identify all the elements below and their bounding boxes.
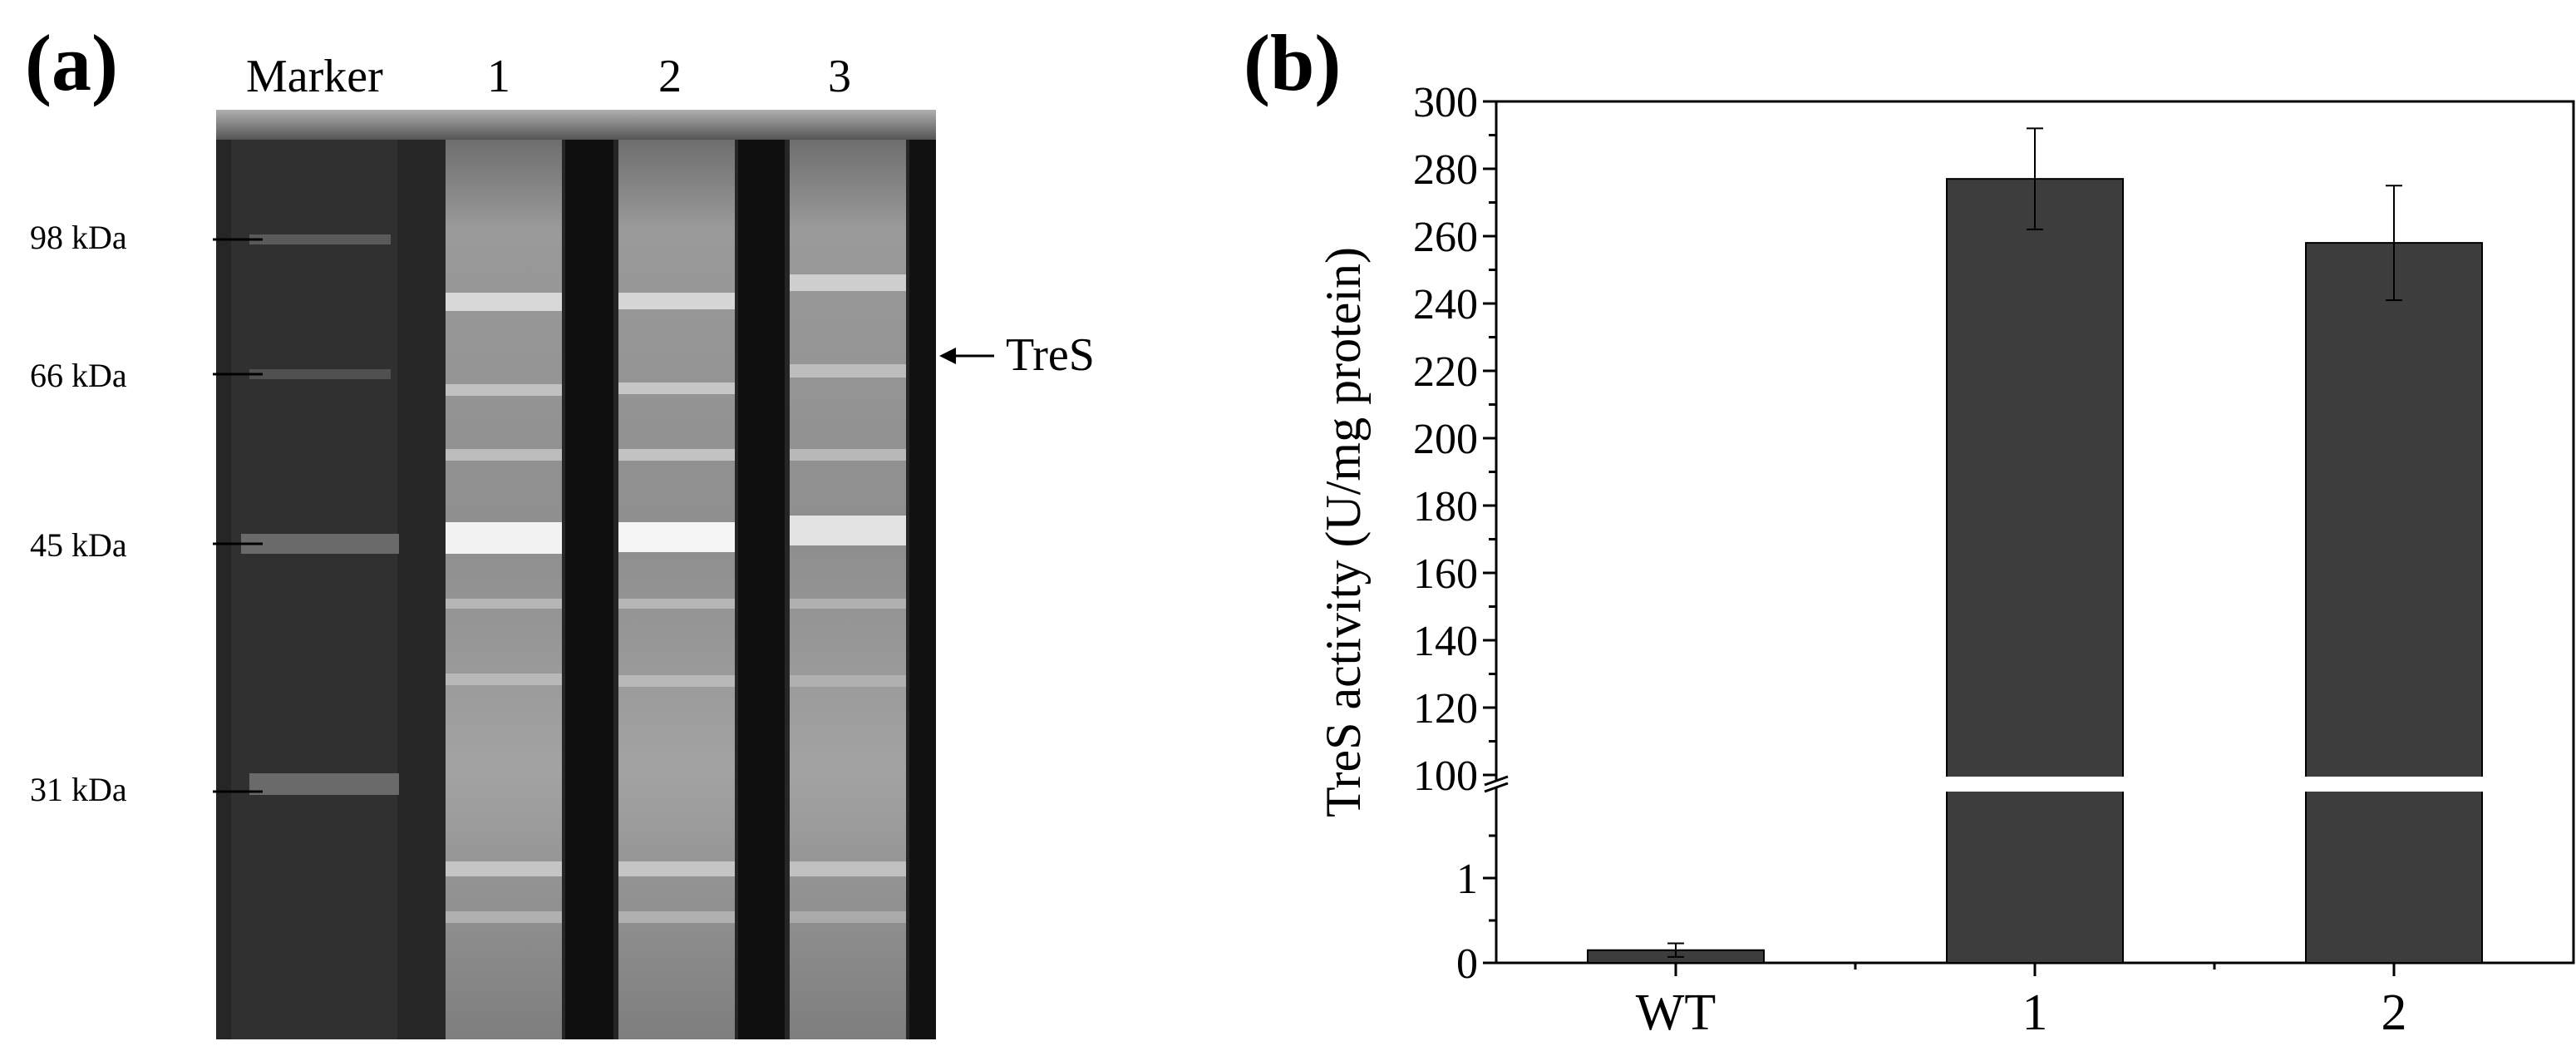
- tres-arrow: [939, 348, 994, 364]
- y-axis-break-mark: [1484, 775, 1509, 787]
- mw-label-45: 45 kDa: [30, 526, 127, 564]
- marker-band: [249, 234, 391, 244]
- mw-label-98: 98 kDa: [30, 219, 127, 256]
- y-tick-label: 100: [1413, 753, 1478, 800]
- lane-separator: [738, 140, 785, 1039]
- bar-1: [1946, 178, 2124, 964]
- y-tick-label: 160: [1413, 550, 1478, 598]
- marker-band: [249, 773, 399, 795]
- bar-chart: 100 120 140 160 180 200 220 240 260 280 300 0 1 WT 1 2 T…: [1316, 79, 2575, 1041]
- y-tick-label: 240: [1413, 281, 1478, 328]
- gel-panel: (a) Marker 1 2 3 98 kDa 66 kDa 45 kDa 31…: [0, 0, 1197, 1056]
- y-tick-label: 280: [1413, 146, 1478, 194]
- y-tick-label: 220: [1413, 348, 1478, 396]
- lane-label-3: 3: [828, 51, 851, 102]
- axis-break-gap: [2304, 777, 2484, 792]
- lane-label-marker: Marker: [246, 51, 383, 102]
- y-axis-title: TreS activity (U/mg protein): [1316, 247, 1371, 817]
- gel-lane-1: [446, 140, 562, 1039]
- marker-band: [249, 369, 391, 379]
- chart-panel: (b) 100 120 140 160 180 200 220 240 260 280 300 0 1 W…: [1197, 0, 2576, 1056]
- lane-label-2: 2: [658, 51, 682, 102]
- axis-break-gap: [1945, 777, 2125, 792]
- lane-label-1: 1: [487, 51, 510, 102]
- y-tick-label: 300: [1413, 79, 1478, 126]
- y-axis-break-gap: [1491, 780, 1501, 788]
- y-tick-label: 120: [1413, 685, 1478, 733]
- panel-a-label: (a): [25, 18, 118, 107]
- lane-2-bands: [618, 293, 735, 923]
- y-tick-label: 1: [1456, 856, 1478, 903]
- tres-label: TreS: [1006, 329, 1095, 381]
- gel-top-strip: [216, 110, 936, 140]
- lane-separator: [565, 140, 613, 1039]
- x-tick-label: WT: [1636, 984, 1716, 1041]
- y-tick-label: 180: [1413, 483, 1478, 530]
- y-axis-break-mark: [1484, 782, 1509, 793]
- panel-b-label: (b): [1244, 18, 1342, 107]
- x-tick-label: 1: [2022, 984, 2048, 1041]
- y-tick-label: 140: [1413, 618, 1478, 665]
- gel-graphic: TreS: [213, 110, 1095, 1039]
- gel-right-edge: [909, 140, 936, 1039]
- y-tick-label: 200: [1413, 416, 1478, 463]
- mw-label-66: 66 kDa: [30, 357, 127, 394]
- x-tick-label: 2: [2381, 984, 2407, 1041]
- lane-1-bands: [446, 293, 562, 923]
- y-tick-label: 260: [1413, 214, 1478, 261]
- lane-3-bands: [790, 274, 906, 923]
- gel-lane-2: [618, 140, 735, 1039]
- bar-2: [2305, 242, 2483, 965]
- marker-band: [241, 534, 399, 554]
- marker-lane: [231, 140, 397, 1039]
- y-tick-label: 0: [1456, 940, 1478, 988]
- mw-label-31: 31 kDa: [30, 771, 127, 808]
